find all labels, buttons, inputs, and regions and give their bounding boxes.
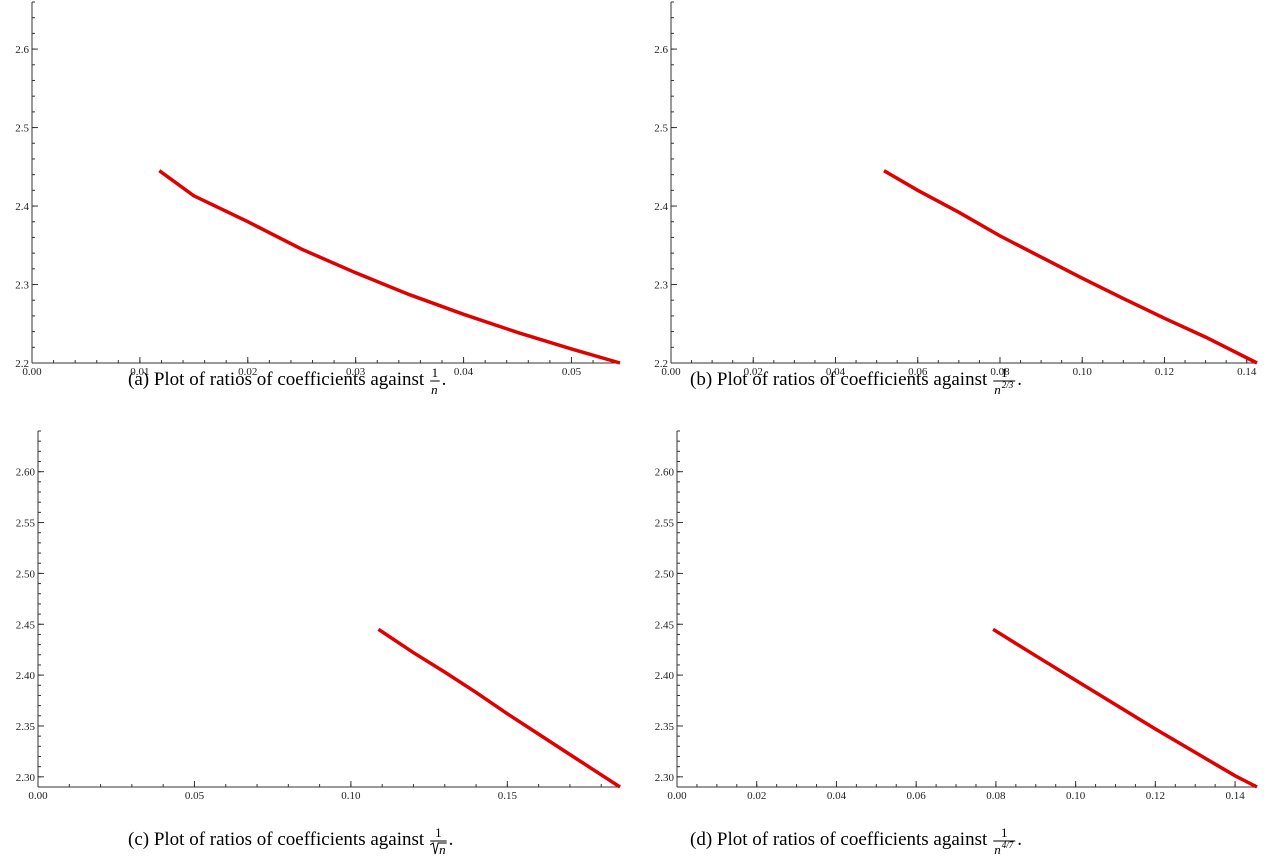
caption-period: . [1017, 829, 1022, 850]
fraction-numerator: 1 [1001, 365, 1008, 380]
x-tick-label: 0.06 [907, 790, 927, 802]
caption: (a) Plot of ratios of coefficients again… [128, 369, 425, 390]
y-tick-label: 2.35 [655, 721, 675, 733]
y-tick-label: 2.3 [15, 280, 29, 292]
series-line-0 [992, 627, 1258, 789]
chart-panel-3: 0.00 0.02 0.04 0.06 0.08 0.10 0.12 0.14 2.30 2.35… [655, 430, 1258, 857]
x-tick-label: 0.12 [1155, 366, 1174, 378]
sqrt-symbol [429, 842, 447, 855]
y-tick-label: 2.30 [655, 772, 675, 784]
y-tick-label: 2.2 [654, 358, 668, 370]
x-tick-label: 0.00 [28, 790, 48, 802]
chart-panel-0: 0.00 0.01 0.02 0.03 0.04 0.05 2.2 2.3 2.4 2.5 2.6 (… [15, 1, 621, 397]
fraction-exponent: 4/7 [1002, 840, 1014, 850]
x-tick-label: 0.02 [744, 366, 763, 378]
y-tick-label: 2.6 [15, 44, 29, 56]
fraction-denominator: n [994, 382, 1001, 397]
caption-period: . [442, 369, 447, 390]
y-tick-label: 2.4 [654, 201, 668, 213]
caption-fraction: 1n 2/3. [993, 365, 1022, 397]
caption: (d) Plot of ratios of coefficients again… [690, 829, 988, 850]
y-tick-label: 2.60 [655, 467, 675, 479]
caption-fraction: 1n 4/7. [993, 825, 1022, 857]
fraction-exponent: 2/3 [1002, 380, 1014, 390]
x-tick-label: 0.12 [1146, 790, 1165, 802]
y-tick-label: 2.40 [655, 670, 675, 682]
fraction-denominator: n [439, 842, 446, 857]
y-tick-label: 2.2 [15, 358, 29, 370]
x-tick-label: 0.04 [454, 366, 474, 378]
x-tick-label: 0.08 [986, 790, 1006, 802]
x-tick-label: 0.01 [130, 366, 149, 378]
y-tick-label: 2.55 [16, 518, 36, 530]
x-tick-label: 0.10 [1073, 366, 1093, 378]
x-tick-label: 0.15 [498, 790, 518, 802]
x-tick-label: 0.08 [990, 366, 1010, 378]
series-line-0 [883, 169, 1258, 365]
fraction-denominator: n [994, 842, 1001, 857]
caption-period: . [1017, 369, 1022, 390]
x-tick-label: 0.05 [185, 790, 205, 802]
caption-fraction: 1 n. [429, 825, 454, 857]
caption: (b) Plot of ratios of coefficients again… [690, 369, 988, 390]
y-tick-label: 2.45 [655, 619, 675, 631]
x-tick-label: 0.00 [667, 790, 687, 802]
y-tick-label: 2.50 [655, 568, 675, 580]
fraction-numerator: 1 [432, 365, 439, 380]
x-tick-label: 0.10 [341, 790, 361, 802]
fraction-numerator: 1 [435, 825, 442, 840]
fraction-denominator: n [431, 382, 438, 397]
fraction-numerator: 1 [1001, 825, 1008, 840]
x-tick-label: 0.04 [827, 790, 847, 802]
y-tick-label: 2.30 [16, 772, 36, 784]
y-tick-label: 2.35 [16, 721, 36, 733]
series-line-0 [158, 169, 621, 365]
series-line-0 [377, 627, 621, 789]
chart-panel-2: 0.00 0.05 0.10 0.15 2.30 2.35 2.40 2.45 2.50 2.55… [16, 430, 621, 857]
x-tick-label: 0.02 [747, 790, 766, 802]
caption-period: . [449, 829, 454, 850]
y-tick-label: 2.4 [15, 201, 29, 213]
x-tick-label: 0.04 [826, 366, 846, 378]
x-tick-label: 0.10 [1066, 790, 1086, 802]
caption: (c) Plot of ratios of coefficients again… [128, 829, 425, 850]
y-tick-label: 2.40 [16, 670, 36, 682]
y-tick-label: 2.55 [655, 518, 675, 530]
x-tick-label: 0.00 [661, 366, 681, 378]
x-tick-label: 0.14 [1237, 366, 1257, 378]
x-tick-label: 0.00 [22, 366, 42, 378]
y-tick-label: 2.5 [654, 123, 668, 135]
x-tick-label: 0.02 [238, 366, 257, 378]
chart-panel-1: 0.00 0.02 0.04 0.06 0.08 0.10 0.12 0.14 2.2 2.3 2.… [654, 1, 1258, 397]
caption-fraction: 1 n. [430, 365, 446, 397]
x-tick-label: 0.03 [346, 366, 366, 378]
y-tick-label: 2.5 [15, 123, 29, 135]
y-tick-label: 2.45 [16, 619, 36, 631]
x-tick-label: 0.05 [562, 366, 582, 378]
x-tick-label: 0.06 [908, 366, 928, 378]
y-tick-label: 2.50 [16, 568, 36, 580]
y-tick-label: 2.6 [654, 44, 668, 56]
x-tick-label: 0.14 [1225, 790, 1245, 802]
y-tick-label: 2.3 [654, 280, 668, 292]
y-tick-label: 2.60 [16, 467, 36, 479]
